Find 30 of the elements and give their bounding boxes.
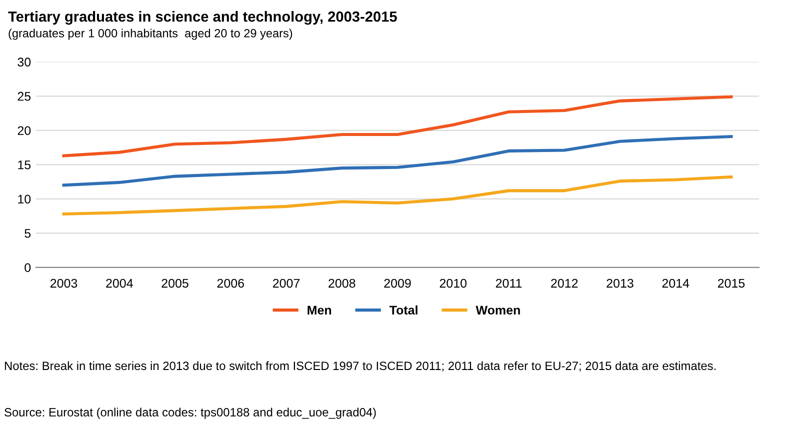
x-tick-label: 2014 [662,278,690,288]
legend-label: Men [308,306,332,315]
x-tick-label: 2015 [718,278,745,288]
x-tick-label: 2003 [50,278,78,288]
legend-label: Total [389,305,418,315]
x-tick-label: 2013 [606,278,634,288]
text: Notes: Break in time series in 2013 due to switch from ISCED 1997 to ISCED 2011; 2011 data refer to EU-27; 2015 data are estimates. [4,361,716,372]
y-tick-label: 25 [18,92,31,101]
chart-subtitle: (graduates per 1 000 inhabitants aged 20 to 29 years) [8,28,292,40]
x-tick-label: 2008 [328,278,356,288]
chart-title: Tertiary graduates in science and technology, 2003-2015 [8,11,397,25]
line-series [62,135,733,187]
line-series [62,95,733,158]
y-tick-label: 30 [18,58,31,67]
x-tick-label: 2004 [106,278,133,288]
x-tick-label: 2012 [551,278,578,288]
x-tick-label: 2011 [496,278,522,288]
x-tick-label: 2007 [272,278,300,288]
y-tick-label: 5 [24,229,31,238]
y-tick-label: 20 [18,126,31,136]
source-note: Source: Eurostat (online data codes: tps00188 and educ_uoe_grad04) [4,408,376,419]
legend-label: Women [476,306,520,315]
x-tick-label: 2010 [440,278,467,288]
x-tick-label: 2009 [384,278,411,288]
x-tick-label: 2005 [162,278,188,288]
y-tick-label: 15 [18,160,31,170]
x-tick-label: 2006 [217,278,244,288]
line-series [62,175,733,216]
y-tick-label: 0 [24,263,31,272]
y-tick-label: 10 [18,194,31,204]
